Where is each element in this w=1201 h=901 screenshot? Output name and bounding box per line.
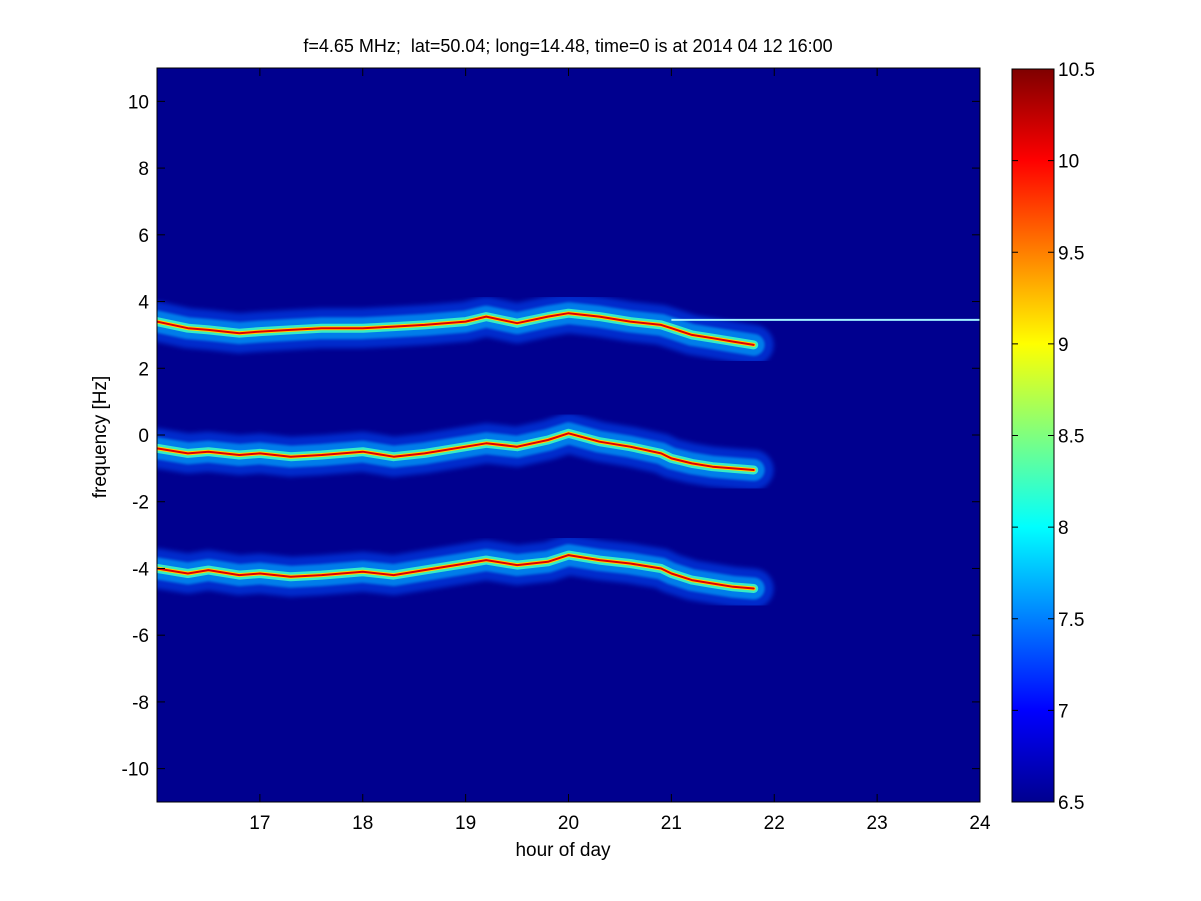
- y-tick-label: 4: [138, 293, 149, 314]
- y-tick-label: 2: [138, 359, 149, 380]
- trace-core: [157, 554, 755, 590]
- y-tick-label: -10: [122, 760, 149, 781]
- x-tick-label: 22: [764, 813, 785, 834]
- x-tick-label: 20: [558, 813, 579, 834]
- x-tick-label: 23: [867, 813, 888, 834]
- colorbar-tick-label: 10: [1058, 152, 1079, 173]
- y-tick-label: -8: [132, 693, 149, 714]
- chart-title: f=4.65 MHz; lat=50.04; long=14.48, time=…: [303, 36, 832, 56]
- plot-area: [156, 67, 981, 803]
- trace-core: [157, 312, 755, 346]
- colorbar: 6.5 7 7.5 8 8.5 9 9.5 10 10.5: [1011, 60, 1095, 814]
- y-tick-label: 8: [138, 159, 149, 180]
- x-tick-label: 21: [661, 813, 682, 834]
- trace-core: [157, 432, 755, 471]
- colorbar-tick-label: 9.5: [1058, 243, 1084, 264]
- x-tick-label: 19: [455, 813, 476, 834]
- x-axis: 17 18 19 20 21 22 23 24: [249, 68, 991, 834]
- y-tick-label: 6: [138, 226, 149, 247]
- x-tick-label: 17: [249, 813, 270, 834]
- y-axis: -10 -8 -6 -4 -2 0 2 4 6 8 10: [122, 92, 980, 781]
- x-tick-label: 18: [352, 813, 373, 834]
- colorbar-ticks: 6.5 7 7.5 8 8.5 9 9.5 10 10.5: [1012, 60, 1095, 814]
- x-tick-label: 24: [969, 813, 991, 834]
- y-tick-label: -4: [132, 559, 149, 580]
- y-tick-label: -6: [132, 626, 149, 647]
- x-axis-label: hour of day: [515, 840, 611, 861]
- y-tick-label: 10: [128, 92, 149, 113]
- y-tick-label: -2: [132, 493, 149, 514]
- colorbar-tick-label: 6.5: [1058, 793, 1084, 814]
- colorbar-tick-label: 7.5: [1058, 610, 1084, 631]
- colorbar-tick-label: 8.5: [1058, 427, 1084, 448]
- colorbar-gradient: [1012, 69, 1054, 802]
- traces-layer: [157, 293, 980, 609]
- colorbar-tick-label: 7: [1058, 701, 1069, 722]
- colorbar-tick-label: 10.5: [1058, 60, 1095, 81]
- y-tick-label: 0: [138, 426, 149, 447]
- colorbar-tick-label: 9: [1058, 335, 1069, 356]
- colorbar-tick-label: 8: [1058, 518, 1069, 539]
- y-axis-label: frequency [Hz]: [90, 376, 111, 499]
